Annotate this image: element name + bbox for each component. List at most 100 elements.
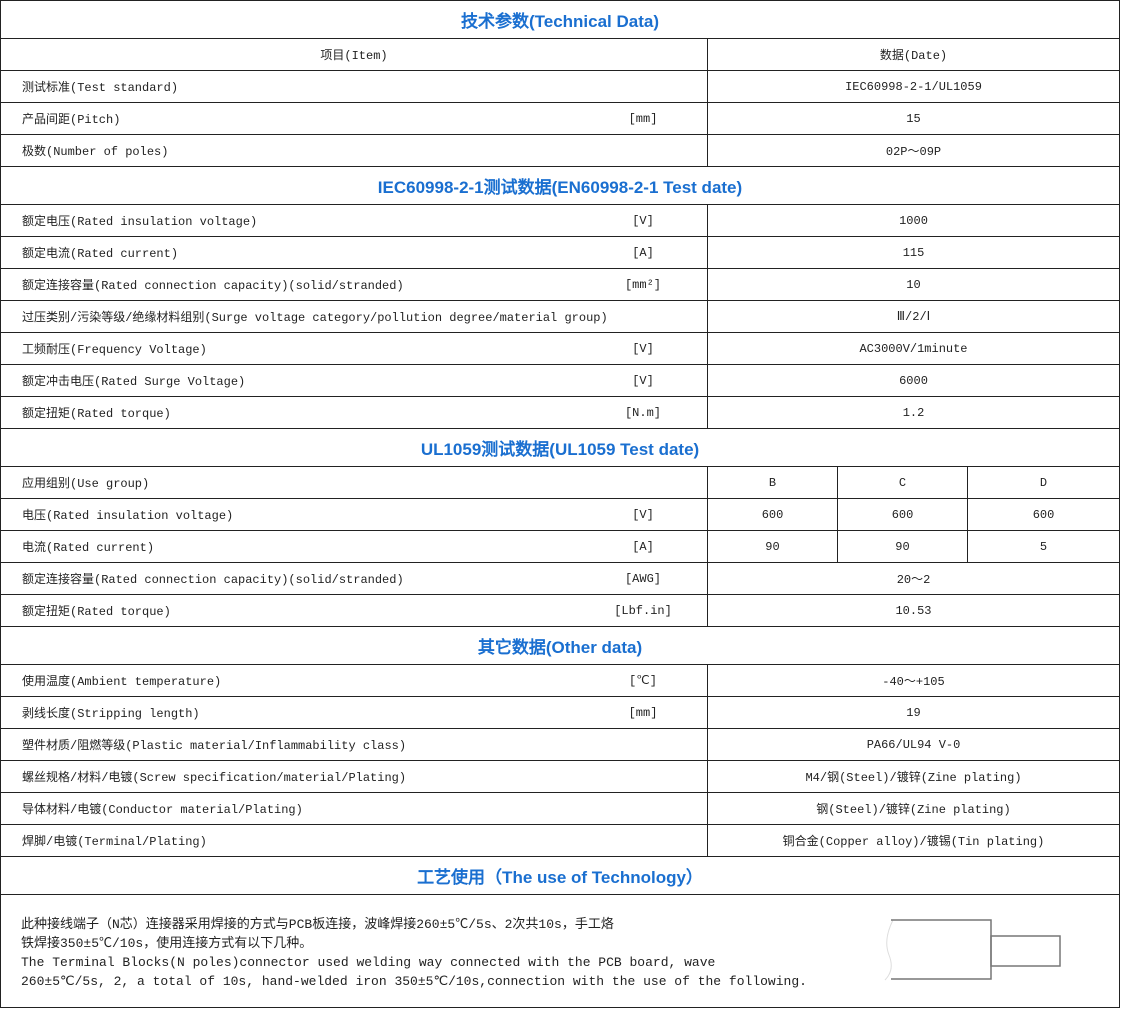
- item-unit: [℃]: [629, 674, 657, 688]
- value-cell: 115: [902, 245, 925, 260]
- table-row: 电流(Rated current) [A] 90 90 5: [1, 531, 1119, 563]
- description-line: 260±5℃/5s, 2, a total of 10s, hand-welde…: [21, 974, 807, 989]
- item-cell: 导体材料/电镀(Conductor material/Plating): [1, 793, 708, 824]
- table-row: 额定电流(Rated current) [A] 115: [1, 237, 1119, 269]
- value-cell: C: [838, 467, 968, 498]
- item-cell: 额定电流(Rated current) [A]: [1, 237, 708, 268]
- value-cell: AC3000V/1minute: [859, 341, 968, 356]
- table-row: 额定连接容量(Rated connection capacity)(solid/…: [1, 269, 1119, 301]
- value-cell: 20～2: [896, 573, 931, 587]
- value-cell: 02P～09P: [885, 145, 942, 159]
- item-unit: [V]: [632, 507, 654, 522]
- item-unit: [V]: [632, 213, 654, 228]
- table-row: 螺丝规格/材料/电镀(Screw specification/material/…: [1, 761, 1119, 793]
- table-row: 额定扭矩(Rated torque) [N.m] 1.2: [1, 397, 1119, 429]
- value-cell: 10: [906, 277, 921, 292]
- value-cell: 600: [1032, 507, 1055, 522]
- value-cell: 10.53: [895, 603, 932, 618]
- table-row: 焊脚/电镀(Terminal/Plating) 铜合金(Copper alloy)…: [1, 825, 1119, 857]
- item-cell: 额定冲击电压(Rated Surge Voltage) [V]: [1, 365, 708, 396]
- description-line: 铁焊接350±5℃/10s，使用连接方式有以下几种。: [21, 936, 313, 951]
- item-label: 使用温度(Ambient temperature): [22, 675, 222, 689]
- value-cell: D: [1039, 475, 1048, 490]
- item-label: 过压类别/污染等级/绝缘材料组别(Surge voltage category/…: [22, 311, 608, 325]
- section-title-technology: 工艺使用（The use of Technology）: [1, 857, 1119, 895]
- table-row: 电压(Rated insulation voltage) [V] 600 600 600: [1, 499, 1119, 531]
- terminal-pin-diagram: [884, 919, 1061, 981]
- table-row: 过压类别/污染等级/绝缘材料组别(Surge voltage category/…: [1, 301, 1119, 333]
- item-cell: 过压类别/污染等级/绝缘材料组别(Surge voltage category/…: [1, 301, 708, 332]
- technology-description: 此种接线端子（N芯）连接器采用焊接的方式与PCB板连接，波峰焊接260±5℃/5…: [1, 895, 861, 1007]
- item-cell: 应用组别(Use group): [1, 467, 708, 498]
- table-row: 额定连接容量(Rated connection capacity)(solid/…: [1, 563, 1119, 595]
- value-cell: 1000: [899, 213, 928, 228]
- item-unit: [AWG]: [624, 571, 661, 586]
- item-label: 额定连接容量(Rated connection capacity)(solid/…: [22, 573, 404, 587]
- item-unit: [Lbf.in]: [614, 603, 672, 618]
- section-title-technical-data: 技术参数(Technical Data): [1, 1, 1119, 39]
- item-label: 工频耐压(Frequency Voltage): [22, 343, 207, 357]
- item-unit: [mm²]: [624, 277, 661, 292]
- item-cell: 使用温度(Ambient temperature) [℃]: [1, 665, 708, 696]
- item-label: 焊脚/电镀(Terminal/Plating): [22, 835, 207, 849]
- header-data: 数据(Date): [879, 49, 948, 63]
- item-label: 塑件材质/阻燃等级(Plastic material/Inflammabilit…: [22, 739, 407, 753]
- technology-block: 此种接线端子（N芯）连接器采用焊接的方式与PCB板连接，波峰焊接260±5℃/5…: [1, 895, 1119, 1008]
- item-label: 额定扭矩(Rated torque): [22, 605, 171, 619]
- item-label: 额定连接容量(Rated connection capacity)(solid/…: [22, 279, 404, 293]
- table-row: 极数(Number of poles) 02P～09P: [1, 135, 1119, 167]
- item-cell: 额定连接容量(Rated connection capacity)(solid/…: [1, 269, 708, 300]
- item-cell: 产品间距(Pitch) [mm]: [1, 103, 708, 134]
- item-label: 螺丝规格/材料/电镀(Screw specification/material/…: [22, 771, 407, 785]
- value-cell: 600: [838, 499, 968, 530]
- item-label: 额定电压(Rated insulation voltage): [22, 215, 258, 229]
- section-title-ul: UL1059测试数据(UL1059 Test date): [1, 429, 1119, 467]
- item-cell: 额定扭矩(Rated torque) [N.m]: [1, 397, 708, 428]
- table-row: 使用温度(Ambient temperature) [℃] -40～+105: [1, 665, 1119, 697]
- description-line: 此种接线端子（N芯）连接器采用焊接的方式与PCB板连接，波峰焊接260±5℃/5…: [21, 917, 614, 932]
- item-cell: 额定连接容量(Rated connection capacity)(solid/…: [1, 563, 708, 594]
- table-row: 塑件材质/阻燃等级(Plastic material/Inflammabilit…: [1, 729, 1119, 761]
- section-title-iec: IEC60998-2-1测试数据(EN60998-2-1 Test date): [1, 167, 1119, 205]
- table-row: 额定扭矩(Rated torque) [Lbf.in] 10.53: [1, 595, 1119, 627]
- table-header: 项目(Item) 数据(Date): [1, 39, 1119, 71]
- item-unit: [N.m]: [624, 405, 661, 420]
- table-row: 产品间距(Pitch) [mm] 15: [1, 103, 1119, 135]
- section-title-other: 其它数据(Other data): [1, 627, 1119, 665]
- header-item: 项目(Item): [1, 39, 708, 70]
- table-row: 额定电压(Rated insulation voltage) [V] 1000: [1, 205, 1119, 237]
- item-label: 额定电流(Rated current): [22, 247, 179, 261]
- table-row: 额定冲击电压(Rated Surge Voltage) [V] 6000: [1, 365, 1119, 397]
- item-cell: 剥线长度(Stripping length) [mm]: [1, 697, 708, 728]
- value-cell: 15: [906, 111, 921, 126]
- value-cell: IEC60998-2-1/UL1059: [845, 79, 982, 94]
- item-cell: 极数(Number of poles): [1, 135, 708, 166]
- item-label: 电压(Rated insulation voltage): [22, 509, 234, 523]
- table-row: 导体材料/电镀(Conductor material/Plating) 钢(Ste…: [1, 793, 1119, 825]
- table-row: 剥线长度(Stripping length) [mm] 19: [1, 697, 1119, 729]
- value-cell: Ⅲ/2/Ⅰ: [896, 310, 931, 324]
- item-label: 电流(Rated current): [22, 541, 155, 555]
- item-label: 测试标准(Test standard): [22, 81, 179, 95]
- item-unit: [mm]: [628, 111, 658, 126]
- item-cell: 电压(Rated insulation voltage) [V]: [1, 499, 708, 530]
- value-cell: M4/钢(Steel)/镀锌(Zine plating): [805, 771, 1022, 785]
- value-cell: 6000: [899, 373, 928, 388]
- item-label: 极数(Number of poles): [22, 145, 169, 159]
- item-cell: 塑件材质/阻燃等级(Plastic material/Inflammabilit…: [1, 729, 708, 760]
- value-cell: 90: [838, 531, 968, 562]
- item-cell: 电流(Rated current) [A]: [1, 531, 708, 562]
- item-cell: 焊脚/电镀(Terminal/Plating): [1, 825, 708, 856]
- item-label: 产品间距(Pitch): [22, 113, 121, 127]
- item-label: 导体材料/电镀(Conductor material/Plating): [22, 803, 303, 817]
- item-unit: [V]: [632, 341, 654, 356]
- item-unit: [A]: [632, 245, 654, 260]
- item-label: 应用组别(Use group): [22, 477, 150, 491]
- table-row: 工频耐压(Frequency Voltage) [V] AC3000V/1minut…: [1, 333, 1119, 365]
- item-unit: [V]: [632, 373, 654, 388]
- item-unit: [mm]: [628, 705, 658, 720]
- item-cell: 额定电压(Rated insulation voltage) [V]: [1, 205, 708, 236]
- item-label: 额定冲击电压(Rated Surge Voltage): [22, 375, 246, 389]
- table-row: 应用组别(Use group) B C D: [1, 467, 1119, 499]
